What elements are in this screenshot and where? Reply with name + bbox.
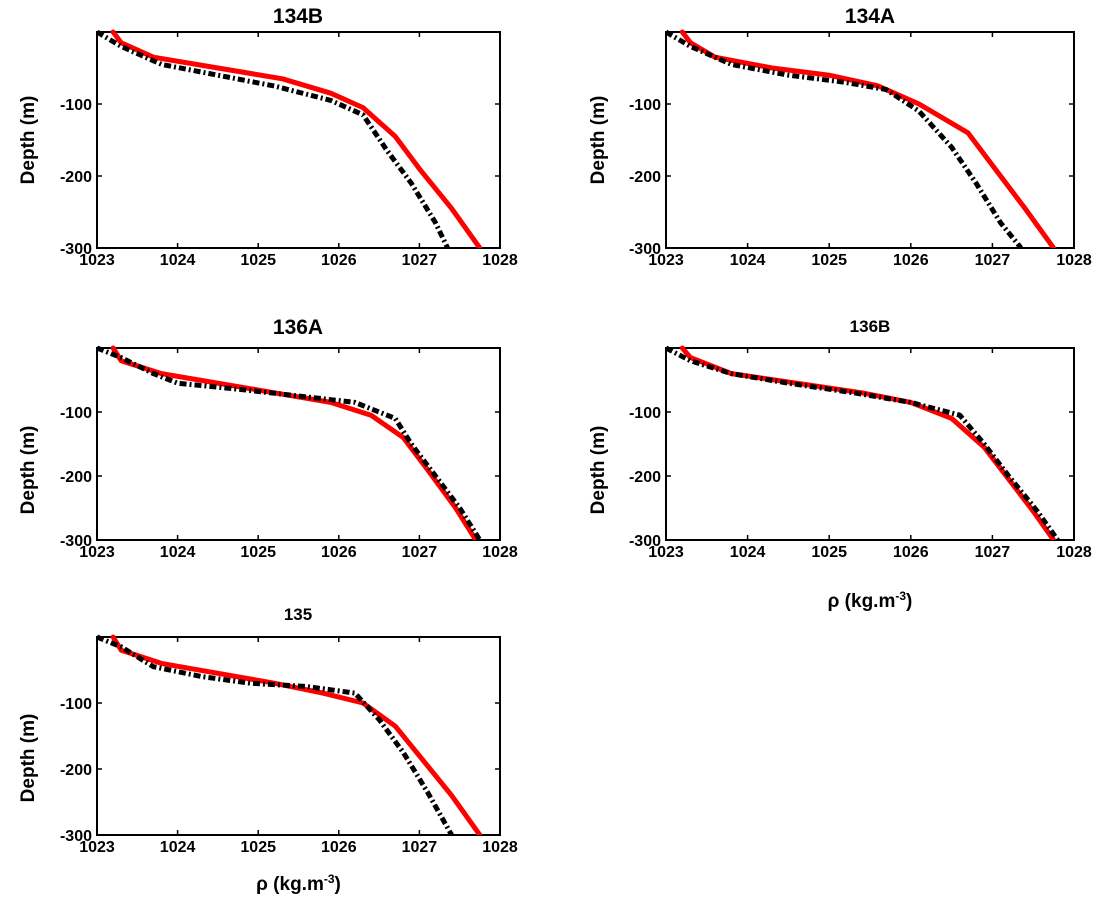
chart-panel-134b: 134B Depth (m) 1023 1024 1025 1026 1027 1028 -… xyxy=(0,0,545,300)
x-tick-label: 1026 xyxy=(321,839,357,856)
x-tick-label: 1026 xyxy=(321,544,357,561)
x-tick-label: 1027 xyxy=(402,839,438,856)
chart-title: 136B xyxy=(850,317,891,336)
chart-title: 135 xyxy=(284,605,312,624)
x-axis-label-close: ) xyxy=(906,591,912,612)
chart-svg-136a: 136A Depth (m) 1023 1024 1025 1026 1027 1028 -… xyxy=(18,316,518,561)
chart-title: 136A xyxy=(273,316,323,339)
series-group xyxy=(666,345,1060,540)
series-line-black-dashed xyxy=(97,29,450,248)
x-tick-label: 1025 xyxy=(240,839,276,856)
x-axis-label-base: ρ (kg.m xyxy=(828,591,896,612)
x-axis-label-close: ) xyxy=(335,874,341,895)
chart-panel-136b: 136B Depth (m) 1023 1024 1025 1026 1027 1028 -… xyxy=(574,296,1119,612)
y-tick-label: -300 xyxy=(60,241,92,258)
series-line-black-dashed xyxy=(666,345,1060,540)
chart-panel-136a: 136A Depth (m) 1023 1024 1025 1026 1027 1028 -… xyxy=(0,296,545,596)
series-group xyxy=(97,29,483,248)
chart-svg-134a: 134A Depth (m) 1023 1024 1025 1026 1027 1028 -… xyxy=(588,5,1092,269)
y-axis-label: Depth (m) xyxy=(18,426,39,515)
plot-frame xyxy=(96,636,501,836)
series-group xyxy=(666,29,1057,248)
series-line-black-dashed xyxy=(666,29,1023,248)
chart-title: 134A xyxy=(845,5,895,28)
series-line-red xyxy=(110,29,483,248)
x-tick-label: 1023 xyxy=(79,252,115,269)
x-tick-label: 1026 xyxy=(893,544,929,561)
x-tick-label: 1023 xyxy=(79,544,115,561)
y-tick-label: -100 xyxy=(60,696,92,713)
y-axis-label: Depth (m) xyxy=(588,96,609,185)
y-tick-label: -300 xyxy=(60,828,92,845)
y-tick-label: -200 xyxy=(60,469,92,486)
x-tick-label: 1026 xyxy=(321,252,357,269)
x-axis-label-exponent: -3 xyxy=(895,589,906,603)
plot-area: 1023 1024 1025 1026 1027 1028 -100 -200 -300 xyxy=(629,29,1092,269)
series-line-red xyxy=(110,634,483,835)
chart-svg-134b: 134B Depth (m) 1023 1024 1025 1026 1027 1028 -… xyxy=(18,5,518,269)
x-tick-label: 1025 xyxy=(811,544,847,561)
x-tick-label: 1028 xyxy=(1056,544,1092,561)
x-tick-label: 1024 xyxy=(160,544,196,561)
y-tick-label: -200 xyxy=(60,169,92,186)
plot-area: 1023 1024 1025 1026 1027 1028 -100 -200 -300 xyxy=(60,29,518,269)
y-tick-label: -200 xyxy=(629,469,661,486)
plot-area: 1023 1024 1025 1026 1027 1028 -100 -200 -300 xyxy=(60,634,518,856)
chart-title: 134B xyxy=(273,5,323,28)
x-tick-label: 1025 xyxy=(811,252,847,269)
y-tick-label: -100 xyxy=(629,405,661,422)
x-tick-label: 1025 xyxy=(240,252,276,269)
chart-panel-134a: 134A Depth (m) 1023 1024 1025 1026 1027 1028 -… xyxy=(574,0,1119,300)
series-line-black-dashed xyxy=(97,634,454,835)
x-tick-label: 1027 xyxy=(402,252,438,269)
plot-frame xyxy=(665,31,1075,249)
chart-svg-136b: 136B Depth (m) 1023 1024 1025 1026 1027 1028 -… xyxy=(588,317,1092,612)
series-group xyxy=(97,634,483,835)
y-axis-label: Depth (m) xyxy=(588,426,609,515)
x-tick-label: 1023 xyxy=(648,252,684,269)
chart-svg-135: 135 Depth (m) 1023 1024 1025 1026 1027 1028 -1… xyxy=(18,605,518,895)
x-tick-label: 1027 xyxy=(402,544,438,561)
y-tick-label: -300 xyxy=(629,533,661,550)
x-tick-label: 1024 xyxy=(160,839,196,856)
y-tick-label: -200 xyxy=(629,169,661,186)
y-tick-label: -100 xyxy=(629,97,661,114)
x-tick-label: 1028 xyxy=(482,839,518,856)
y-tick-label: -300 xyxy=(60,533,92,550)
x-tick-label: 1023 xyxy=(648,544,684,561)
plot-area: 1023 1024 1025 1026 1027 1028 -100 -200 -300 xyxy=(60,345,518,561)
series-group xyxy=(97,345,482,540)
y-axis-label: Depth (m) xyxy=(18,96,39,185)
y-tick-label: -300 xyxy=(629,241,661,258)
plot-frame xyxy=(96,31,501,249)
x-tick-label: 1023 xyxy=(79,839,115,856)
y-tick-label: -100 xyxy=(60,97,92,114)
plot-area: 1023 1024 1025 1026 1027 1028 -100 -200 -300 xyxy=(629,345,1092,561)
x-tick-label: 1027 xyxy=(975,252,1011,269)
x-tick-label: 1028 xyxy=(482,252,518,269)
x-tick-label: 1024 xyxy=(160,252,196,269)
chart-panel-135: 135 Depth (m) 1023 1024 1025 1026 1027 1028 -1… xyxy=(0,592,545,895)
x-tick-label: 1024 xyxy=(730,252,766,269)
x-tick-label: 1028 xyxy=(1056,252,1092,269)
x-axis-label: ρ (kg.m-3) xyxy=(828,589,913,612)
series-line-black-dashed xyxy=(97,345,482,540)
x-tick-label: 1027 xyxy=(975,544,1011,561)
x-tick-label: 1024 xyxy=(730,544,766,561)
x-axis-label: ρ (kg.m-3) xyxy=(256,872,341,895)
x-axis-label-base: ρ (kg.m xyxy=(256,874,324,895)
y-axis-label: Depth (m) xyxy=(18,714,39,803)
plot-frame xyxy=(96,347,501,541)
y-tick-label: -100 xyxy=(60,405,92,422)
x-axis-label-exponent: -3 xyxy=(324,872,335,886)
plot-frame xyxy=(665,347,1075,541)
x-tick-label: 1025 xyxy=(240,544,276,561)
x-tick-label: 1026 xyxy=(893,252,929,269)
y-tick-label: -200 xyxy=(60,762,92,779)
x-tick-label: 1028 xyxy=(482,544,518,561)
